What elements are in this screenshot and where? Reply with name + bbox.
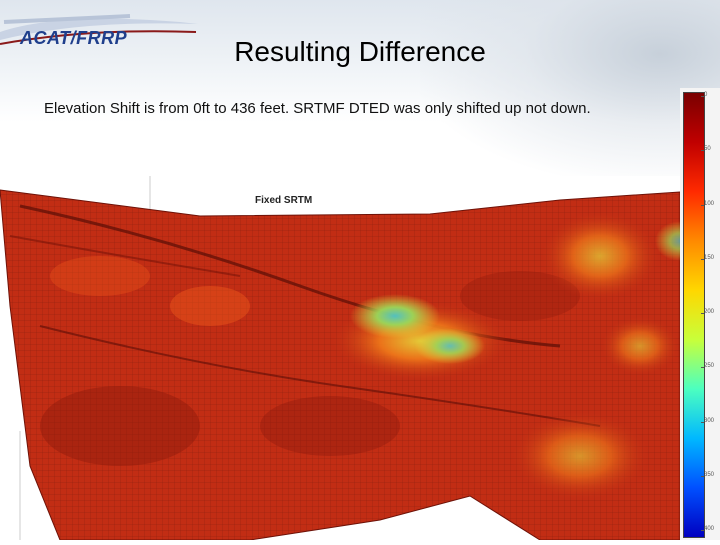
colorbar-gradient — [683, 92, 705, 538]
colorbar-tick-label: 250 — [700, 363, 715, 370]
logo-text: ACAT/FRRP — [20, 28, 128, 48]
slide-title: Resulting Difference — [234, 36, 486, 67]
colorbar-tick-label: 400 — [700, 526, 715, 532]
plot-frame — [0, 176, 705, 541]
colorbar: 0 50 100 150 200 250 300 350 400 — [680, 88, 720, 540]
colorbar-tick-label: 350 — [700, 471, 715, 478]
colorbar-tick-label: 150 — [700, 254, 715, 261]
colorbar-tick-label: 200 — [700, 309, 715, 315]
colorbar-tick-label: 50 — [701, 146, 711, 153]
colorbar-tick-label: 0 — [700, 92, 708, 98]
cloud-decoration — [420, 0, 720, 180]
elevation-surface-plot — [0, 176, 705, 541]
plot-title: Fixed SRTM — [255, 195, 313, 206]
colorbar-tick-label: 300 — [700, 417, 715, 424]
colorbar-tick-label: 100 — [700, 200, 715, 207]
logo-swoosh-icon — [0, 14, 198, 45]
acat-frrp-logo: ACAT/FRRP — [0, 10, 200, 54]
slide-subtitle: Elevation Shift is from 0ft to 436 feet.… — [44, 100, 591, 117]
